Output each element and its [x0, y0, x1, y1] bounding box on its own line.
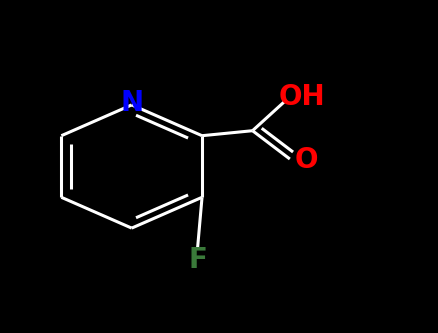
- Text: OH: OH: [278, 83, 325, 112]
- Text: O: O: [294, 146, 318, 174]
- Text: F: F: [188, 246, 207, 274]
- Text: N: N: [120, 89, 143, 117]
